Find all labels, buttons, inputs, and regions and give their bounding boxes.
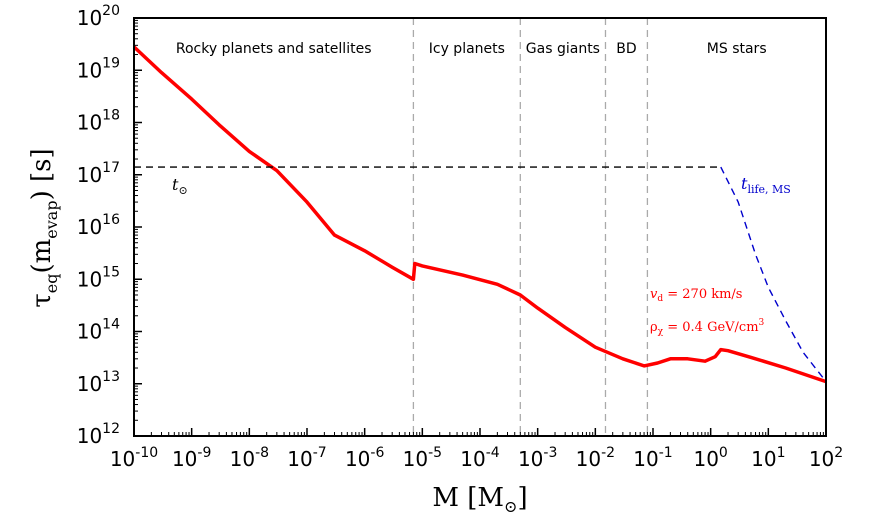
annotation-velocity: vd = 270 km/s — [650, 287, 742, 304]
y-tick-label: 1019 — [77, 55, 120, 82]
y-tick-label: 1012 — [77, 421, 120, 448]
region-label: MS stars — [707, 41, 767, 57]
region-dividers — [412, 18, 649, 436]
y-tick-label: 1018 — [77, 108, 120, 135]
x-tick-label: 10-1 — [633, 445, 672, 471]
annotation-density: ρχ = 0.4 GeV/cm3 — [650, 318, 765, 337]
y-tick-label: 1016 — [77, 212, 120, 239]
plot-frame — [133, 17, 827, 437]
region-label: Icy planets — [429, 41, 505, 57]
x-tick-label: 10-3 — [518, 445, 557, 471]
labels: Rocky planets and satellites Icy planets G… — [27, 3, 843, 516]
y-tick-label: 1017 — [77, 160, 120, 187]
x-axis-label: M [M⊙] — [432, 483, 527, 516]
x-tick-label: 100 — [693, 445, 727, 471]
x-tick-label: 10-5 — [403, 445, 442, 471]
region-label: Rocky planets and satellites — [176, 41, 372, 57]
series-layer — [132, 45, 827, 384]
y-tick-label: 1014 — [77, 317, 120, 344]
x-tick-label: 10-8 — [230, 445, 269, 471]
x-tick-label: 10-7 — [287, 445, 326, 471]
series-tau-eq — [132, 45, 827, 384]
x-tick-label: 102 — [809, 445, 843, 471]
annotation-t-sun: t⊙ — [172, 175, 188, 197]
y-tick-label: 1013 — [77, 369, 120, 396]
x-tick-label: 101 — [751, 445, 785, 471]
x-tick-label: 10-10 — [110, 445, 158, 471]
y-tick-label: 1015 — [77, 264, 120, 291]
x-tick-label: 10-4 — [460, 445, 500, 471]
x-tick-label: 10-9 — [172, 445, 211, 471]
x-tick-label: 10-2 — [576, 445, 615, 471]
region-label: Gas giants — [526, 41, 600, 57]
y-axis-label: τeq(mevap) [s] — [27, 148, 61, 307]
y-tick-label: 1020 — [77, 3, 120, 30]
x-tick-label: 10-6 — [345, 445, 385, 471]
ticks — [133, 17, 827, 437]
region-label: BD — [616, 41, 636, 57]
annotation-t-life-ms: tlife, MS — [741, 174, 791, 196]
series-t-life-MS — [720, 166, 827, 383]
